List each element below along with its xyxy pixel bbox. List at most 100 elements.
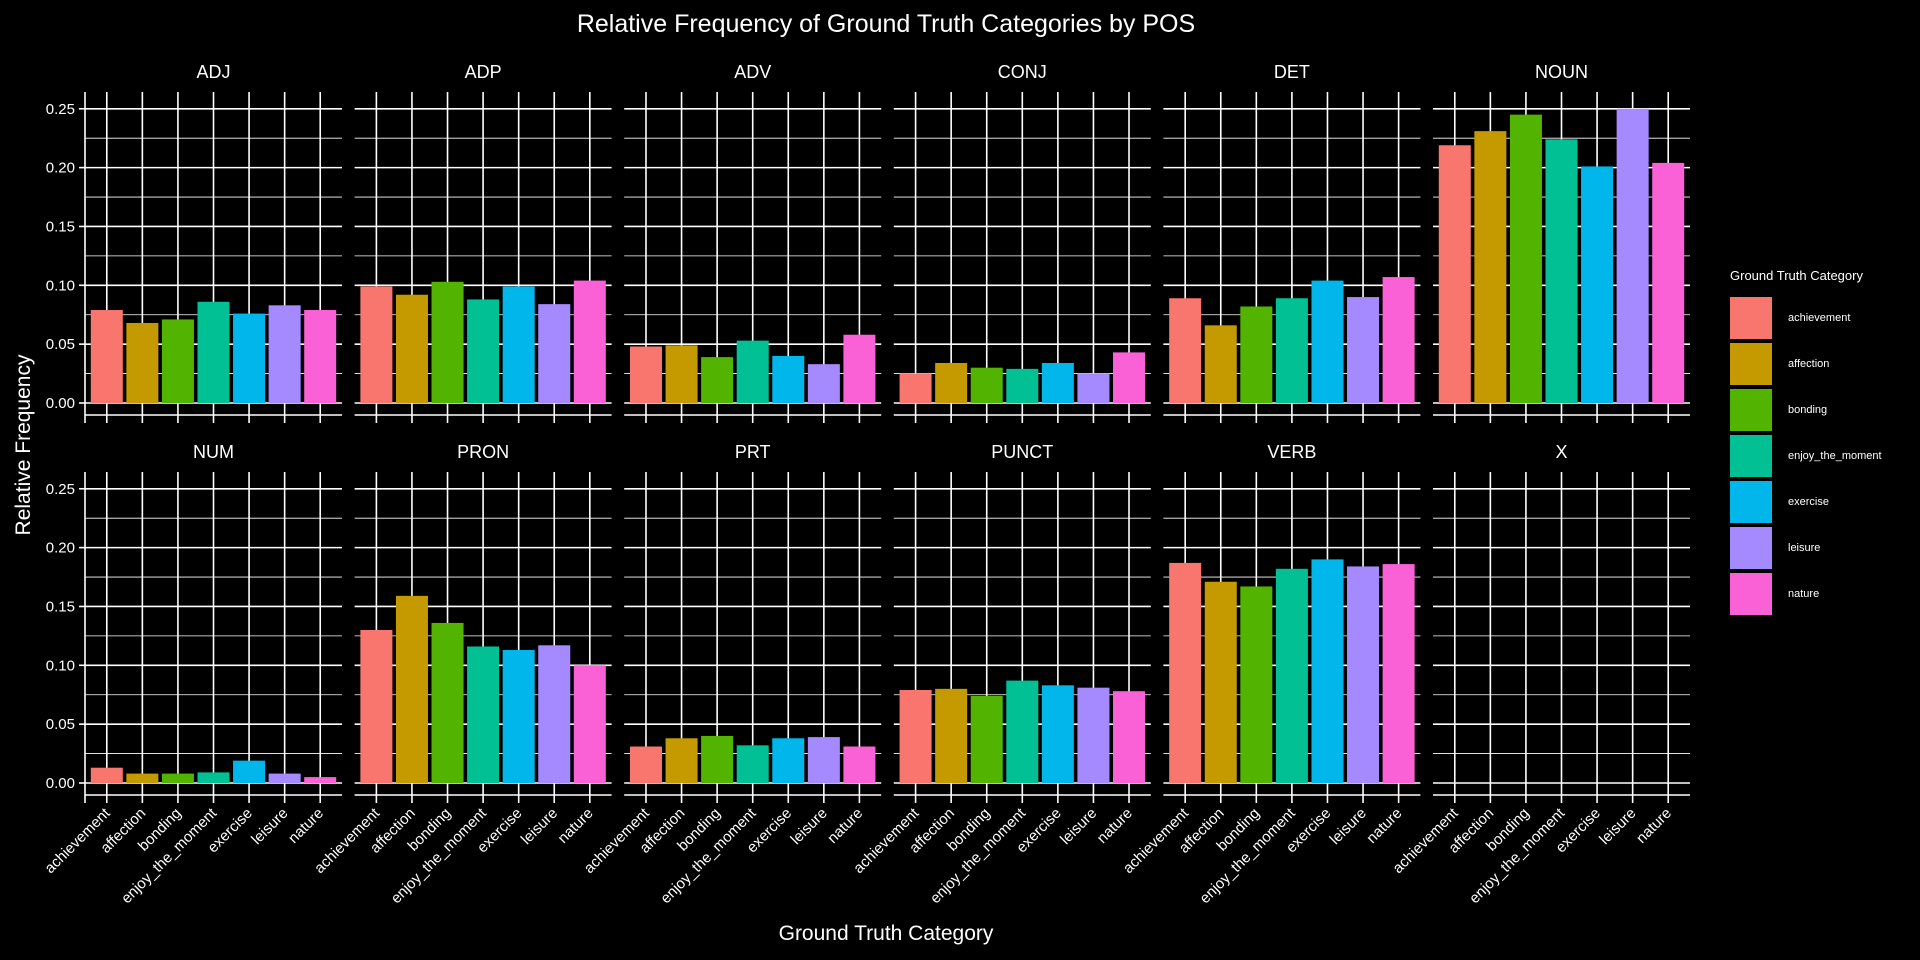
x-tick-label: leisure — [1596, 805, 1639, 848]
bar-num-leisure — [268, 773, 301, 783]
bar-adp-nature — [573, 280, 606, 403]
bar-punct-bonding — [970, 695, 1003, 783]
bar-adj-exercise — [233, 313, 266, 403]
x-tick-label: nature — [555, 805, 597, 847]
bar-conj-affection — [935, 362, 968, 403]
bar-det-affection — [1204, 325, 1237, 403]
y-tick-label: 0.15 — [46, 598, 75, 615]
bar-num-affection — [126, 773, 159, 783]
facet-strip-label: CONJ — [998, 62, 1047, 82]
bar-conj-nature — [1113, 352, 1146, 403]
y-tick-label: 0.25 — [46, 481, 75, 498]
bar-adv-exercise — [772, 355, 805, 403]
bar-adv-leisure — [807, 364, 840, 403]
bar-noun-bonding — [1509, 114, 1542, 404]
bar-punct-nature — [1113, 691, 1146, 783]
y-tick-label: 0.00 — [46, 395, 75, 412]
legend-item-exercise: exercise — [1730, 479, 1882, 525]
facet-strip-label: PUNCT — [991, 442, 1053, 462]
bar-det-nature — [1382, 277, 1415, 403]
bar-noun-enjoy_the_moment — [1545, 139, 1578, 403]
bar-adp-enjoy_the_moment — [467, 299, 500, 403]
y-tick-label: 0.25 — [46, 101, 75, 118]
facet-strip-label: VERB — [1267, 442, 1316, 462]
facet-strip-label: DET — [1274, 62, 1310, 82]
bar-noun-exercise — [1581, 166, 1614, 403]
facet-panels: ADJ 0.00 0.05 0.10 0.15 0.20 0.25 ADP ADV CONJ DET… — [41, 62, 1690, 907]
facet-strip-label: NOUN — [1535, 62, 1588, 82]
facet-panel-prt: PRTachievementaffectionbondingenjoy_the_… — [581, 442, 882, 907]
bar-adj-nature — [304, 310, 337, 403]
legend-swatch — [1730, 527, 1772, 569]
legend-label: leisure — [1788, 542, 1821, 554]
bar-noun-achievement — [1438, 145, 1471, 403]
facet-strip-label: ADJ — [196, 62, 230, 82]
legend-label: affection — [1788, 358, 1830, 370]
bar-det-enjoy_the_moment — [1275, 298, 1308, 403]
facet-panel-adj: ADJ 0.00 0.05 0.10 0.15 0.20 0.25 — [46, 62, 342, 423]
bar-adj-achievement — [90, 310, 123, 403]
y-tick-label: 0.20 — [46, 160, 75, 177]
x-tick-label: leisure — [518, 805, 561, 848]
bar-punct-achievement — [899, 690, 932, 783]
y-tick-label: 0.10 — [46, 657, 75, 674]
facet-panel-verb: VERBachievementaffectionbondingenjoy_the… — [1120, 442, 1421, 907]
bar-punct-affection — [935, 688, 968, 783]
legend-item-achievement: achievement — [1730, 295, 1882, 341]
bar-conj-exercise — [1041, 362, 1074, 403]
bar-conj-leisure — [1077, 373, 1110, 403]
bar-prt-achievement — [629, 746, 662, 783]
y-tick-label: 0.00 — [46, 775, 75, 792]
bar-prt-exercise — [772, 738, 805, 783]
bar-adp-achievement — [360, 286, 393, 403]
facet-strip-label: X — [1555, 442, 1567, 462]
facet-panel-det: DET — [1163, 62, 1421, 423]
bar-det-leisure — [1347, 297, 1380, 403]
bar-num-bonding — [161, 773, 194, 783]
bar-num-nature — [304, 777, 337, 783]
x-tick-label: nature — [1094, 805, 1136, 847]
bar-verb-enjoy_the_moment — [1275, 568, 1308, 783]
bar-prt-enjoy_the_moment — [736, 745, 769, 783]
bar-verb-bonding — [1240, 586, 1273, 783]
y-tick-label: 0.20 — [46, 540, 75, 557]
facet-panel-conj: CONJ — [893, 62, 1151, 423]
x-tick-label: leisure — [248, 805, 291, 848]
facet-panel-num: NUM0.000.050.100.150.200.25achievementaf… — [41, 442, 342, 907]
legend-swatch — [1730, 297, 1772, 339]
legend-item-nature: nature — [1730, 571, 1882, 617]
bar-pron-enjoy_the_moment — [467, 646, 500, 783]
x-tick-label: nature — [824, 805, 866, 847]
facet-strip-label: ADP — [465, 62, 502, 82]
bar-num-exercise — [233, 760, 266, 783]
legend-label: exercise — [1788, 496, 1829, 508]
bar-prt-leisure — [807, 737, 840, 783]
bar-adp-bonding — [431, 281, 464, 403]
bar-num-enjoy_the_moment — [197, 772, 230, 783]
bar-noun-nature — [1652, 162, 1685, 403]
legend-swatch — [1730, 481, 1772, 523]
bar-prt-nature — [843, 746, 876, 783]
legend-item-affection: affection — [1730, 341, 1882, 387]
facet-strip-label: PRON — [457, 442, 509, 462]
legend-swatch — [1730, 389, 1772, 431]
legend-label: enjoy_the_moment — [1788, 450, 1882, 462]
bar-adp-leisure — [538, 304, 571, 403]
bar-verb-achievement — [1169, 562, 1202, 783]
bar-pron-exercise — [502, 650, 535, 783]
bar-adp-affection — [395, 294, 428, 403]
bar-adp-exercise — [502, 286, 535, 403]
bar-det-exercise — [1311, 280, 1344, 403]
bar-adj-leisure — [268, 305, 301, 403]
x-tick-label: nature — [285, 805, 327, 847]
bar-verb-nature — [1382, 564, 1415, 783]
y-tick-label: 0.05 — [46, 716, 75, 733]
legend-items: achievement affection bonding enjoy_the_mom… — [1730, 295, 1882, 617]
x-axis-label: Ground Truth Category — [779, 922, 994, 945]
legend-swatch — [1730, 343, 1772, 385]
bar-pron-bonding — [431, 622, 464, 783]
bar-prt-affection — [665, 738, 698, 783]
legend-swatch — [1730, 573, 1772, 615]
legend-label: bonding — [1788, 404, 1828, 416]
